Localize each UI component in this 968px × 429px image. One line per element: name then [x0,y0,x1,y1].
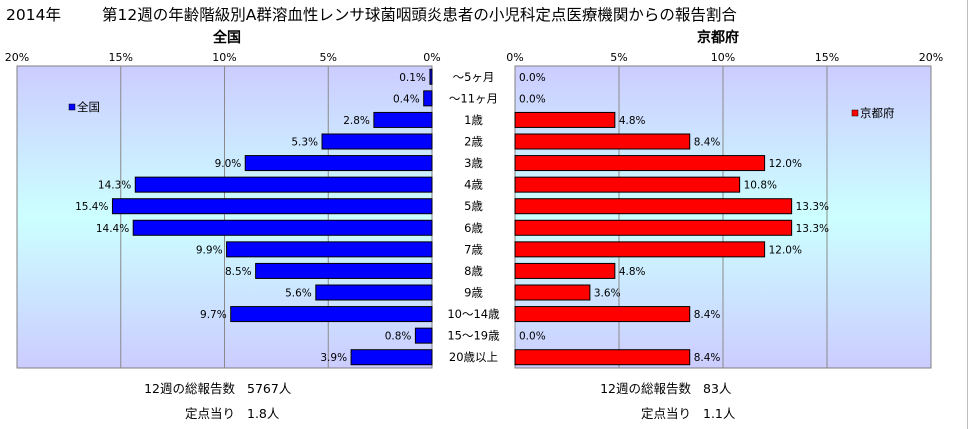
data-label-kyoto: 10.8% [744,180,777,192]
panel-title-national: 全国 [212,29,241,46]
national-total-value: 5767人 [247,381,292,396]
data-label-kyoto: 13.3% [796,223,829,235]
tick-label-national: 10% [212,51,236,64]
bar-national [230,306,433,323]
tick-label-kyoto: 5% [610,51,627,64]
national-per-value: 1.8人 [247,406,280,421]
bar-kyoto [514,284,591,301]
category-label: ～11ヶ月 [449,91,498,105]
kyoto-total-value: 83人 [703,381,732,396]
bar-national [255,262,433,279]
data-label-national: 14.4% [96,223,129,235]
kyoto-per-value: 1.1人 [703,406,736,421]
data-label-kyoto: 4.8% [619,266,646,278]
category-label: 7歳 [464,242,483,256]
data-label-national: 8.5% [225,266,252,278]
bar-national [244,155,433,172]
bar-national [321,133,433,150]
tick-label-national: 5% [320,51,337,64]
tick-label-kyoto: 10% [711,51,735,64]
bar-national [350,349,433,366]
bar-national [134,176,433,193]
bar-kyoto [514,155,766,172]
data-label-national: 0.8% [385,331,412,343]
national-total-label: 12週の総報告数 [144,381,235,396]
bar-kyoto [514,176,741,193]
data-label-national: 9.9% [196,244,223,256]
data-label-national: 2.8% [343,115,370,127]
legend-swatch-kyoto [851,109,859,117]
panel-title-kyoto: 京都府 [697,29,739,46]
tick-label-national: 0% [423,51,440,64]
category-label: 6歳 [464,221,483,235]
kyoto-per-label: 定点当り [641,406,691,421]
data-label-national: 0.4% [393,93,420,105]
bar-national [429,68,433,85]
bar-national [414,327,433,344]
category-label: 20歳以上 [449,350,498,364]
data-label-kyoto: 0.0% [519,72,546,84]
category-label: 10～14歳 [447,307,500,321]
national-per-label: 定点当り [185,406,235,421]
category-label: 9歳 [464,286,483,300]
bar-kyoto [514,241,766,258]
bar-national [423,90,433,107]
bar-national [373,111,433,128]
legend-kyoto: 京都府 [851,106,895,120]
chart-year: 2014年 [6,6,61,24]
bar-kyoto [514,133,691,150]
chart-title: 第12週の年齢階級別A群溶血性レンサ球菌咽頭炎患者の小児科定点医療機関からの報告… [102,6,737,24]
bar-kyoto [514,198,793,215]
data-label-kyoto: 12.0% [769,244,802,256]
category-label: 3歳 [464,156,483,170]
data-label-national: 5.6% [285,288,312,300]
legend-label-kyoto: 京都府 [860,106,895,120]
tick-label-national: 20% [5,51,29,64]
data-label-national: 9.7% [200,309,227,321]
data-label-kyoto: 8.4% [694,352,721,364]
bar-kyoto [514,111,616,128]
tick-label-kyoto: 15% [815,51,839,64]
bar-national [111,198,433,215]
data-label-kyoto: 0.0% [519,93,546,105]
data-label-national: 14.3% [98,180,131,192]
data-label-national: 3.9% [320,352,347,364]
data-label-national: 15.4% [75,201,108,213]
data-label-kyoto: 4.8% [619,115,646,127]
data-label-kyoto: 12.0% [769,158,802,170]
tick-label-kyoto: 0% [506,51,523,64]
data-label-national: 0.1% [399,72,426,84]
category-label: 1歳 [464,113,483,127]
bar-national [226,241,433,258]
data-label-kyoto: 0.0% [519,331,546,343]
legend-label-national: 全国 [77,100,100,114]
data-label-kyoto: 8.4% [694,309,721,321]
legend-national: 全国 [68,100,100,114]
data-label-national: 5.3% [291,137,318,149]
bar-national [315,284,433,301]
kyoto-total-label: 12週の総報告数 [600,381,691,396]
bar-kyoto [514,306,691,323]
data-label-kyoto: 13.3% [796,201,829,213]
data-label-national: 9.0% [215,158,242,170]
legend-swatch-national [68,103,76,111]
category-label: 15～19歳 [447,329,500,343]
category-label: 5歳 [464,199,483,213]
bar-kyoto [514,219,793,236]
bar-kyoto [514,349,691,366]
bar-national [132,219,433,236]
category-label: 8歳 [464,264,483,278]
category-label: 4歳 [464,178,483,192]
tick-label-national: 15% [109,51,133,64]
tick-label-kyoto: 20% [919,51,943,64]
bar-kyoto [514,262,616,279]
category-label: ～5ヶ月 [453,70,495,84]
category-label: 2歳 [464,135,483,149]
data-label-kyoto: 8.4% [694,137,721,149]
data-label-kyoto: 3.6% [594,288,621,300]
